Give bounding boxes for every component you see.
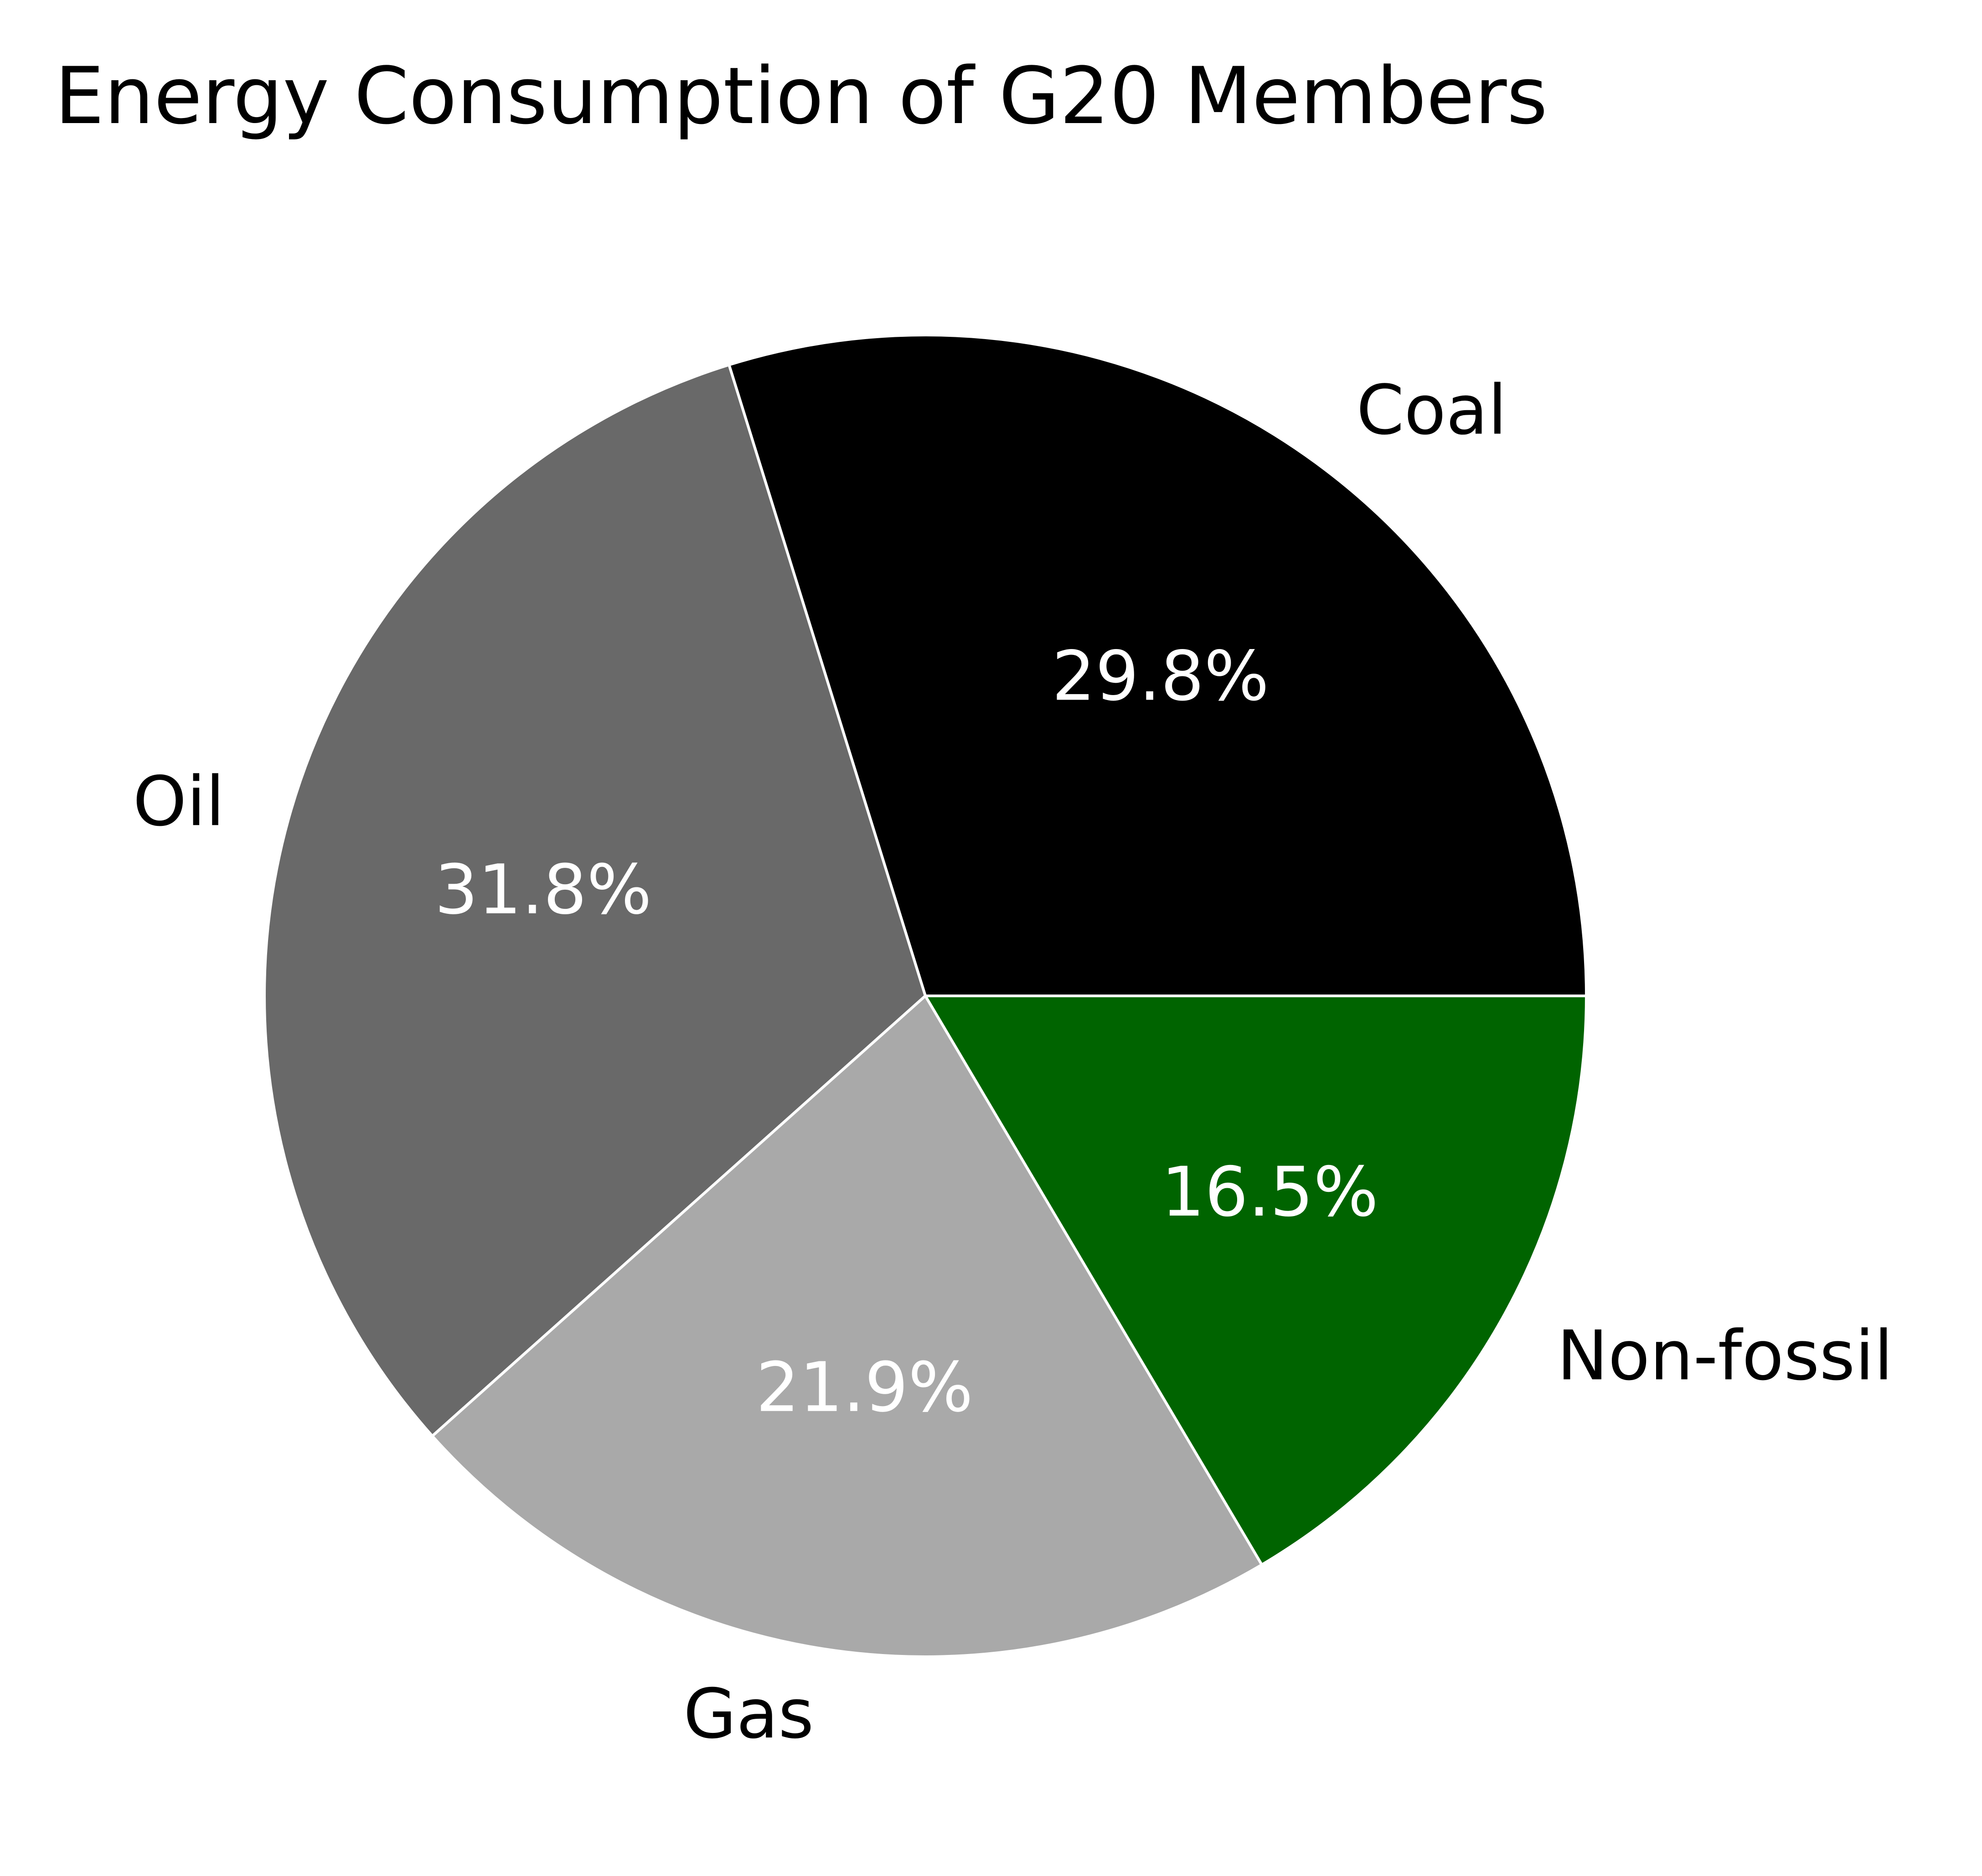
pie-slice-gas xyxy=(431,995,1264,1658)
slice-label-gas: Gas xyxy=(683,1675,814,1754)
pie-slice-oil xyxy=(263,363,927,1438)
slice-percent-gas: 21.9% xyxy=(756,1348,973,1428)
pie-slice-coal xyxy=(728,334,1588,997)
slice-label-oil: Oil xyxy=(133,762,224,841)
pie-slice-non-fossil xyxy=(924,995,1588,1567)
slice-label-coal: Coal xyxy=(1357,371,1507,450)
slice-percent-non-fossil: 16.5% xyxy=(1161,1153,1378,1232)
slice-percent-oil: 31.8% xyxy=(434,850,652,930)
chart-title: Energy Consumption of G20 Members xyxy=(55,50,1548,142)
slice-percent-coal: 29.8% xyxy=(1052,637,1270,716)
slice-label-non-fossil: Non-fossil xyxy=(1557,1316,1893,1396)
pie-labels: Coal 29.8% Oil 31.8% Gas 21.9% Non-fossil 16.5% xyxy=(133,371,1893,1754)
pie-slices xyxy=(263,334,1588,1658)
